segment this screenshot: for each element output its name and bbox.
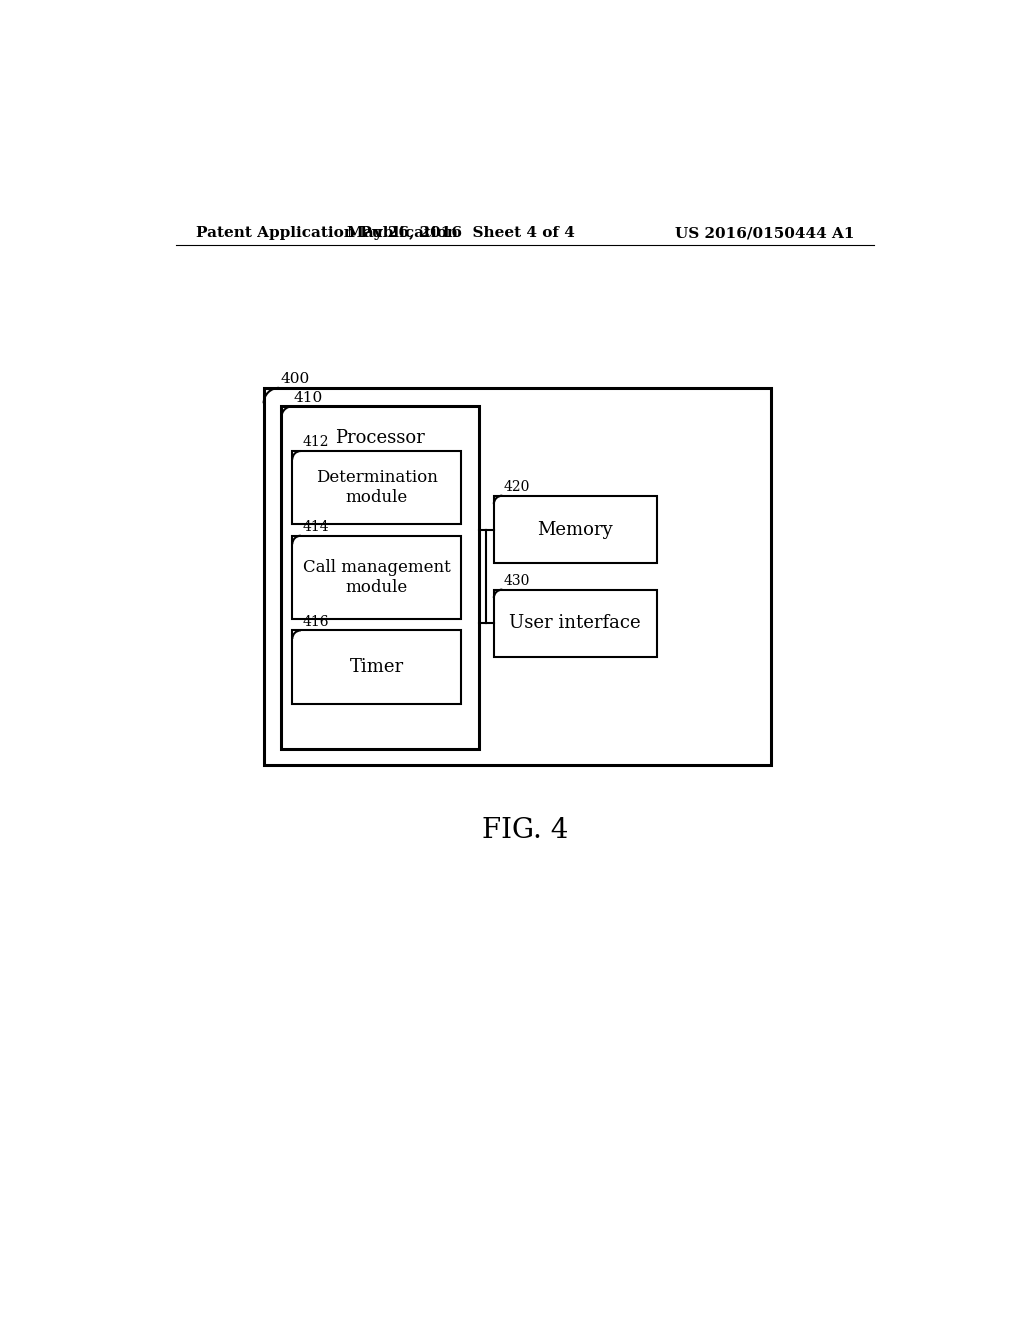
Text: Memory: Memory xyxy=(538,520,613,539)
Text: FIG. 4: FIG. 4 xyxy=(481,817,568,843)
Bar xyxy=(292,536,461,619)
Bar xyxy=(494,496,656,564)
Text: May 26, 2016  Sheet 4 of 4: May 26, 2016 Sheet 4 of 4 xyxy=(347,226,575,240)
Text: 410: 410 xyxy=(294,391,324,405)
Bar xyxy=(292,451,461,524)
Text: 414: 414 xyxy=(302,520,329,535)
Text: Processor: Processor xyxy=(336,429,425,447)
Text: 412: 412 xyxy=(302,436,329,449)
Text: 416: 416 xyxy=(302,615,329,628)
Bar xyxy=(282,407,479,748)
Text: Timer: Timer xyxy=(350,657,403,676)
Bar xyxy=(263,388,771,766)
Bar xyxy=(494,590,656,657)
Text: Call management
module: Call management module xyxy=(303,558,451,595)
Text: Determination
module: Determination module xyxy=(315,470,437,506)
Text: 420: 420 xyxy=(504,480,530,494)
Text: Patent Application Publication: Patent Application Publication xyxy=(197,226,458,240)
Text: 430: 430 xyxy=(504,574,530,589)
Text: 400: 400 xyxy=(281,372,310,387)
Bar xyxy=(292,631,461,704)
Text: User interface: User interface xyxy=(509,615,641,632)
Text: US 2016/0150444 A1: US 2016/0150444 A1 xyxy=(676,226,855,240)
